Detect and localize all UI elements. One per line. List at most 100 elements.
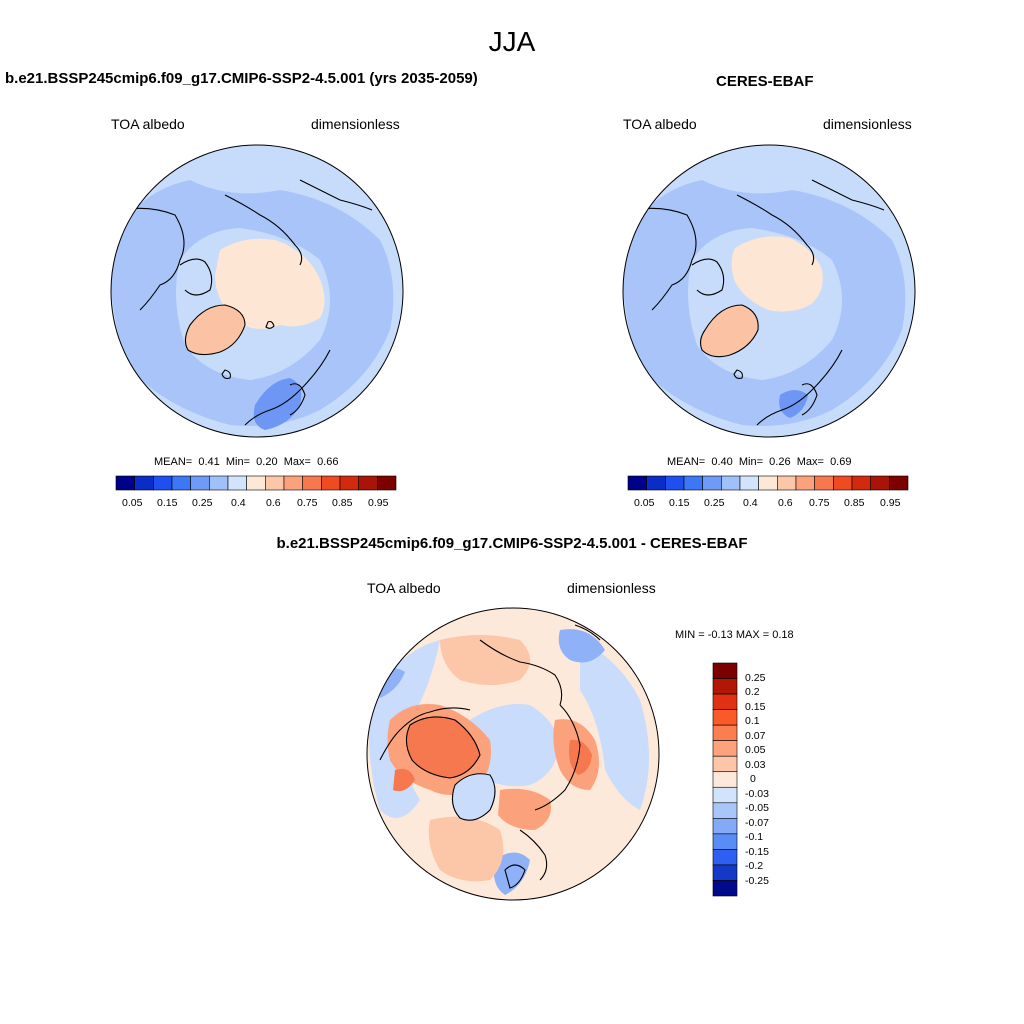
colorbar-swatch — [712, 678, 738, 695]
map-diff-border — [366, 607, 660, 901]
colorbar-swatch — [758, 475, 778, 491]
map-right — [623, 145, 915, 437]
coastlines-right — [631, 179, 885, 426]
colorbar-swatch — [712, 880, 738, 897]
panel-right-title: CERES-EBAF — [716, 73, 814, 90]
cb-right-tick: 0.25 — [704, 497, 725, 509]
panel-right-units: dimensionless — [823, 116, 912, 132]
panel-right-variable: TOA albedo — [623, 116, 697, 132]
map-left-midlat-band — [111, 180, 394, 426]
map-diff-greenland — [452, 773, 495, 821]
colorbar-swatch — [833, 475, 853, 491]
colorbar-swatch — [246, 475, 266, 491]
colorbar-swatch — [712, 833, 738, 850]
min-value: 0.26 — [769, 456, 791, 468]
colorbar-swatch — [795, 475, 815, 491]
cb-diff-tick: -0.03 — [745, 788, 769, 800]
colorbar-swatch — [209, 475, 229, 491]
map-left-seaice — [215, 238, 325, 329]
map-right-greenland — [700, 305, 759, 357]
cb-diff-tick: 0.15 — [745, 701, 766, 713]
colorbar-swatch — [134, 475, 154, 491]
colorbar-swatch — [721, 475, 741, 491]
colorbar-swatch — [712, 709, 738, 726]
colorbar-swatch — [851, 475, 871, 491]
diff-panel-title: b.e21.BSSP245cmip6.f09_g17.CMIP6-SSP2-4.… — [276, 535, 748, 552]
max-value: 0.66 — [317, 456, 339, 468]
colorbar-diff — [712, 662, 738, 897]
mean-value: 0.41 — [198, 456, 220, 468]
min-label: Min= — [225, 456, 251, 468]
colorbar-swatch — [712, 693, 738, 710]
map-left — [111, 145, 403, 437]
mean-label: MEAN= — [667, 456, 706, 468]
colorbar-left — [115, 475, 397, 491]
max-value: 0.69 — [830, 456, 852, 468]
colorbar-swatch — [889, 475, 909, 491]
colorbar-swatch — [712, 864, 738, 881]
colorbar-swatch — [712, 771, 738, 788]
cb-diff-tick: -0.07 — [745, 817, 769, 829]
panel-left-variable: TOA albedo — [111, 116, 185, 132]
cb-right-tick: 0.05 — [634, 497, 655, 509]
cb-diff-tick: -0.25 — [745, 875, 769, 887]
map-left-greenland — [185, 305, 245, 355]
colorbar-swatch — [870, 475, 890, 491]
colorbar-swatch — [712, 662, 738, 679]
min-label: Min= — [738, 456, 764, 468]
colorbar-swatch — [712, 755, 738, 773]
diff-units: dimensionless — [567, 580, 656, 596]
cb-right-tick: 0.75 — [809, 497, 830, 509]
mean-value: 0.40 — [711, 456, 733, 468]
cb-left-tick: 0.15 — [157, 497, 178, 509]
cb-diff-tick: 0.1 — [745, 715, 760, 727]
colorbar-swatch — [115, 475, 135, 491]
colorbar-swatch — [265, 475, 285, 491]
max-label: Max= — [283, 456, 311, 468]
map-right-deep-blue — [779, 390, 808, 418]
colorbar-swatch — [627, 475, 647, 491]
mean-label: MEAN= — [154, 456, 193, 468]
cb-right-tick: 0.6 — [778, 497, 793, 509]
cb-left-tick: 0.75 — [297, 497, 318, 509]
map-diff-neg-area — [580, 640, 649, 810]
panel-left-units: dimensionless — [311, 116, 400, 132]
colorbar-swatch — [777, 475, 797, 491]
map-left-deep-blue — [253, 378, 302, 430]
colorbar-swatch — [153, 475, 173, 491]
cb-diff-tick: 0.2 — [745, 686, 760, 698]
colorbar-swatch — [646, 475, 666, 491]
colorbar-swatch — [712, 740, 738, 757]
colorbar-swatch — [665, 475, 685, 491]
cb-diff-tick: 0.25 — [745, 672, 766, 684]
cb-left-tick: 0.6 — [266, 497, 281, 509]
cb-diff-tick: 0.03 — [745, 759, 766, 771]
colorbar-swatch — [339, 475, 359, 491]
colorbar-swatch — [702, 475, 722, 491]
map-left-border — [110, 144, 404, 438]
colorbar-swatch — [377, 475, 397, 491]
cb-right-tick: 0.85 — [844, 497, 865, 509]
colorbar-swatch — [712, 786, 738, 804]
colorbar-swatch — [302, 475, 322, 491]
cb-right-tick: 0.95 — [880, 497, 901, 509]
colorbar-swatch — [712, 724, 738, 741]
colorbar-swatch — [227, 475, 247, 491]
cb-left-tick: 0.95 — [368, 497, 389, 509]
colorbar-swatch — [190, 475, 210, 491]
min-value: 0.20 — [256, 456, 278, 468]
cb-diff-tick: 0 — [750, 773, 756, 785]
map-diff-pos-strong — [393, 768, 415, 792]
map-diff-neg-strong — [558, 629, 605, 663]
coastlines-left — [119, 179, 373, 426]
colorbar-swatch — [358, 475, 378, 491]
colorbar-swatch — [712, 818, 738, 835]
map-diff — [367, 608, 659, 900]
map-right-seaice — [731, 236, 823, 312]
map-diff-pos-mid — [498, 788, 551, 830]
coastlines-diff — [379, 624, 601, 889]
cb-left-tick: 0.05 — [122, 497, 143, 509]
panel-left-title: b.e21.BSSP245cmip6.f09_g17.CMIP6-SSP2-4.… — [5, 70, 478, 87]
colorbar-swatch — [712, 802, 738, 819]
map-right-border — [622, 144, 916, 438]
